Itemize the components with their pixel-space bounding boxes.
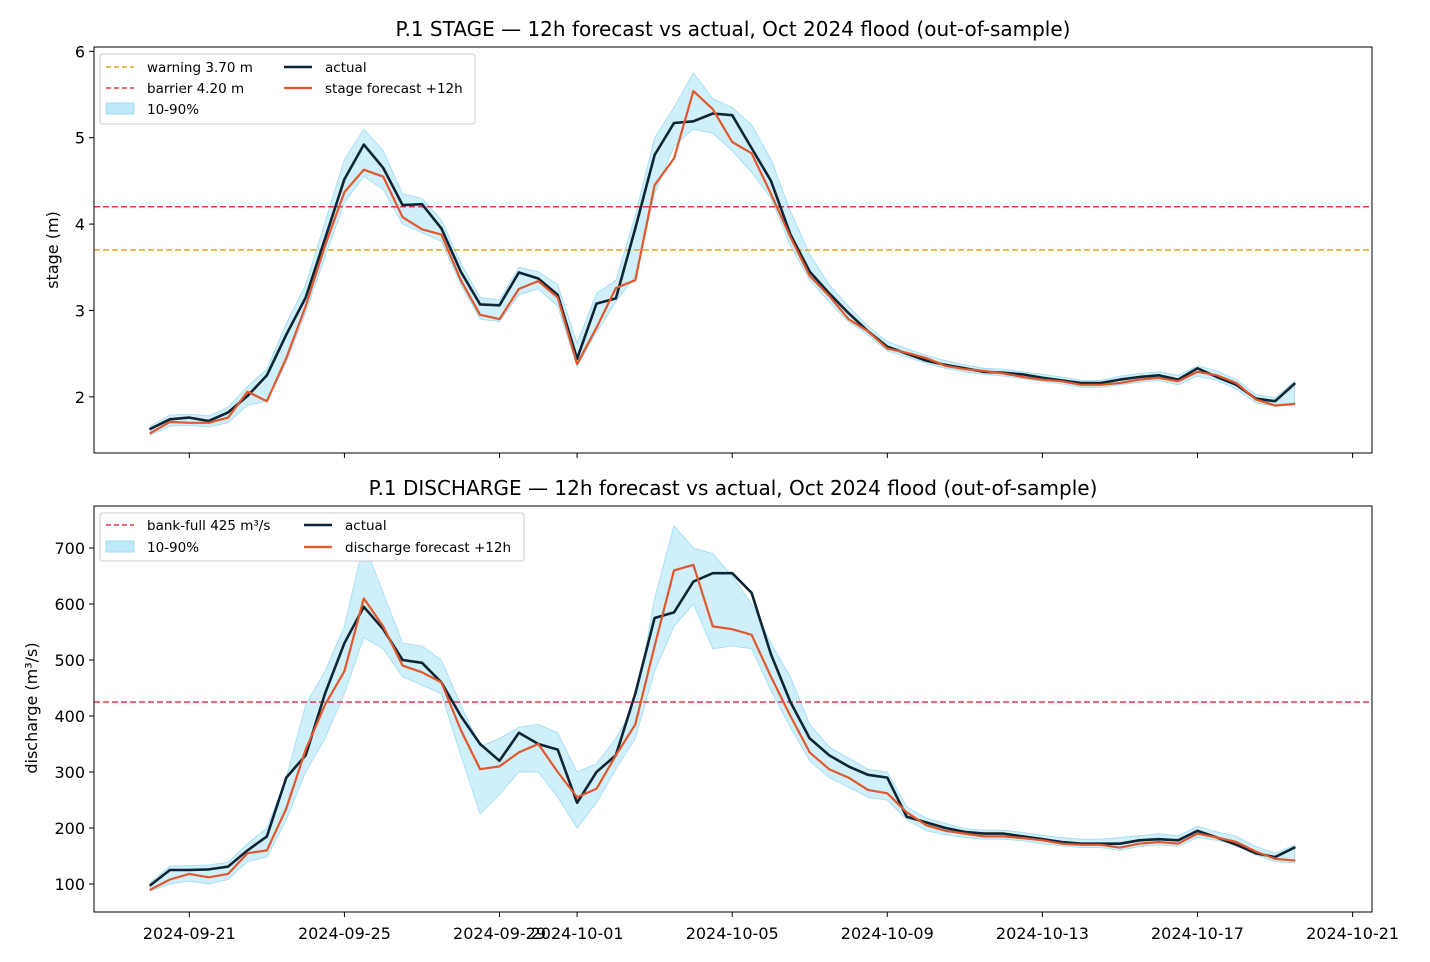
stage-chart-title: P.1 STAGE — 12h forecast vs actual, Oct … (396, 17, 1071, 41)
stage-y-tick-label: 2 (75, 388, 85, 407)
discharge-y-tick-label: 300 (54, 763, 85, 782)
stage-x-ticks (188, 453, 1354, 458)
stage-legend-band-swatch (105, 102, 135, 115)
discharge-legend-bankfull-label: bank-full 425 m³/s (147, 518, 270, 534)
stage-legend-forecast-label: stage forecast +12h (325, 81, 463, 97)
stage-threshold-layer (94, 206, 1372, 251)
stage-y-axis-label: stage (m) (43, 211, 62, 289)
discharge-y-tick-label: 700 (54, 539, 85, 558)
stage-legend-actual-label: actual (325, 60, 367, 76)
discharge-legend-band-swatch (105, 540, 135, 553)
discharge-band-10-90 (150, 524, 1295, 892)
stage-y-tick-label: 6 (75, 42, 85, 61)
stage-band-layer (150, 72, 1295, 436)
stage-band-10-90 (150, 72, 1295, 436)
x-tick-label: 2024-10-09 (841, 924, 934, 943)
x-tick-label: 2024-10-13 (996, 924, 1089, 943)
stage-legend-barrier-label: barrier 4.20 m (147, 81, 244, 97)
discharge-plot-frame (93, 505, 1373, 913)
x-tick-label: 2024-09-21 (143, 924, 236, 943)
discharge-y-tick-label: 600 (54, 595, 85, 614)
discharge-y-ticks: 100 200 300 400 500 600 700 (54, 539, 94, 894)
discharge-legend-band-label: 10-90% (147, 540, 199, 556)
discharge-y-tick-label: 200 (54, 819, 85, 838)
discharge-y-axis-label: discharge (m³/s) (22, 642, 41, 773)
discharge-band-layer (150, 524, 1295, 892)
stage-series-layer (149, 90, 1296, 435)
stage-y-tick-label: 3 (75, 301, 85, 320)
x-tick-label: 2024-09-29 (453, 924, 546, 943)
stage-panel: P.1 STAGE — 12h forecast vs actual, Oct … (43, 17, 1373, 458)
x-tick-label: 2024-10-17 (1151, 924, 1244, 943)
discharge-panel: P.1 DISCHARGE — 12h forecast vs actual, … (22, 476, 1399, 943)
discharge-series-forecast-line (149, 563, 1296, 891)
stage-y-tick-label: 5 (75, 129, 85, 148)
stage-series-forecast-line (149, 90, 1296, 435)
discharge-legend: bank-full 425 m³/s 10-90% actual dischar… (99, 512, 525, 562)
stage-legend-band-label: 10-90% (147, 102, 199, 118)
discharge-legend-forecast-label: discharge forecast +12h (345, 540, 511, 556)
discharge-series-actual-line (149, 571, 1296, 887)
x-tick-label: 2024-10-05 (686, 924, 779, 943)
discharge-series-layer (149, 563, 1296, 891)
stage-series-actual-line (149, 112, 1296, 431)
stage-y-tick-label: 4 (75, 215, 85, 234)
stage-legend: warning 3.70 m barrier 4.20 m 10-90% act… (99, 53, 476, 125)
stage-plot-frame (93, 46, 1373, 454)
discharge-y-tick-label: 100 (54, 875, 85, 894)
x-tick-label: 2024-10-01 (531, 924, 624, 943)
discharge-legend-actual-label: actual (345, 518, 387, 534)
x-tick-label: 2024-10-21 (1306, 924, 1399, 943)
stage-y-ticks: 2 3 4 5 6 (75, 42, 94, 407)
discharge-x-ticks: 2024-09-21 2024-09-25 2024-09-292024-10-01… (143, 912, 1399, 943)
discharge-legend-box (99, 512, 525, 562)
discharge-y-tick-label: 400 (54, 707, 85, 726)
discharge-chart-title: P.1 DISCHARGE — 12h forecast vs actual, … (369, 476, 1098, 500)
x-tick-label: 2024-09-25 (298, 924, 391, 943)
discharge-y-tick-label: 500 (54, 651, 85, 670)
stage-legend-warning-label: warning 3.70 m (147, 60, 253, 76)
